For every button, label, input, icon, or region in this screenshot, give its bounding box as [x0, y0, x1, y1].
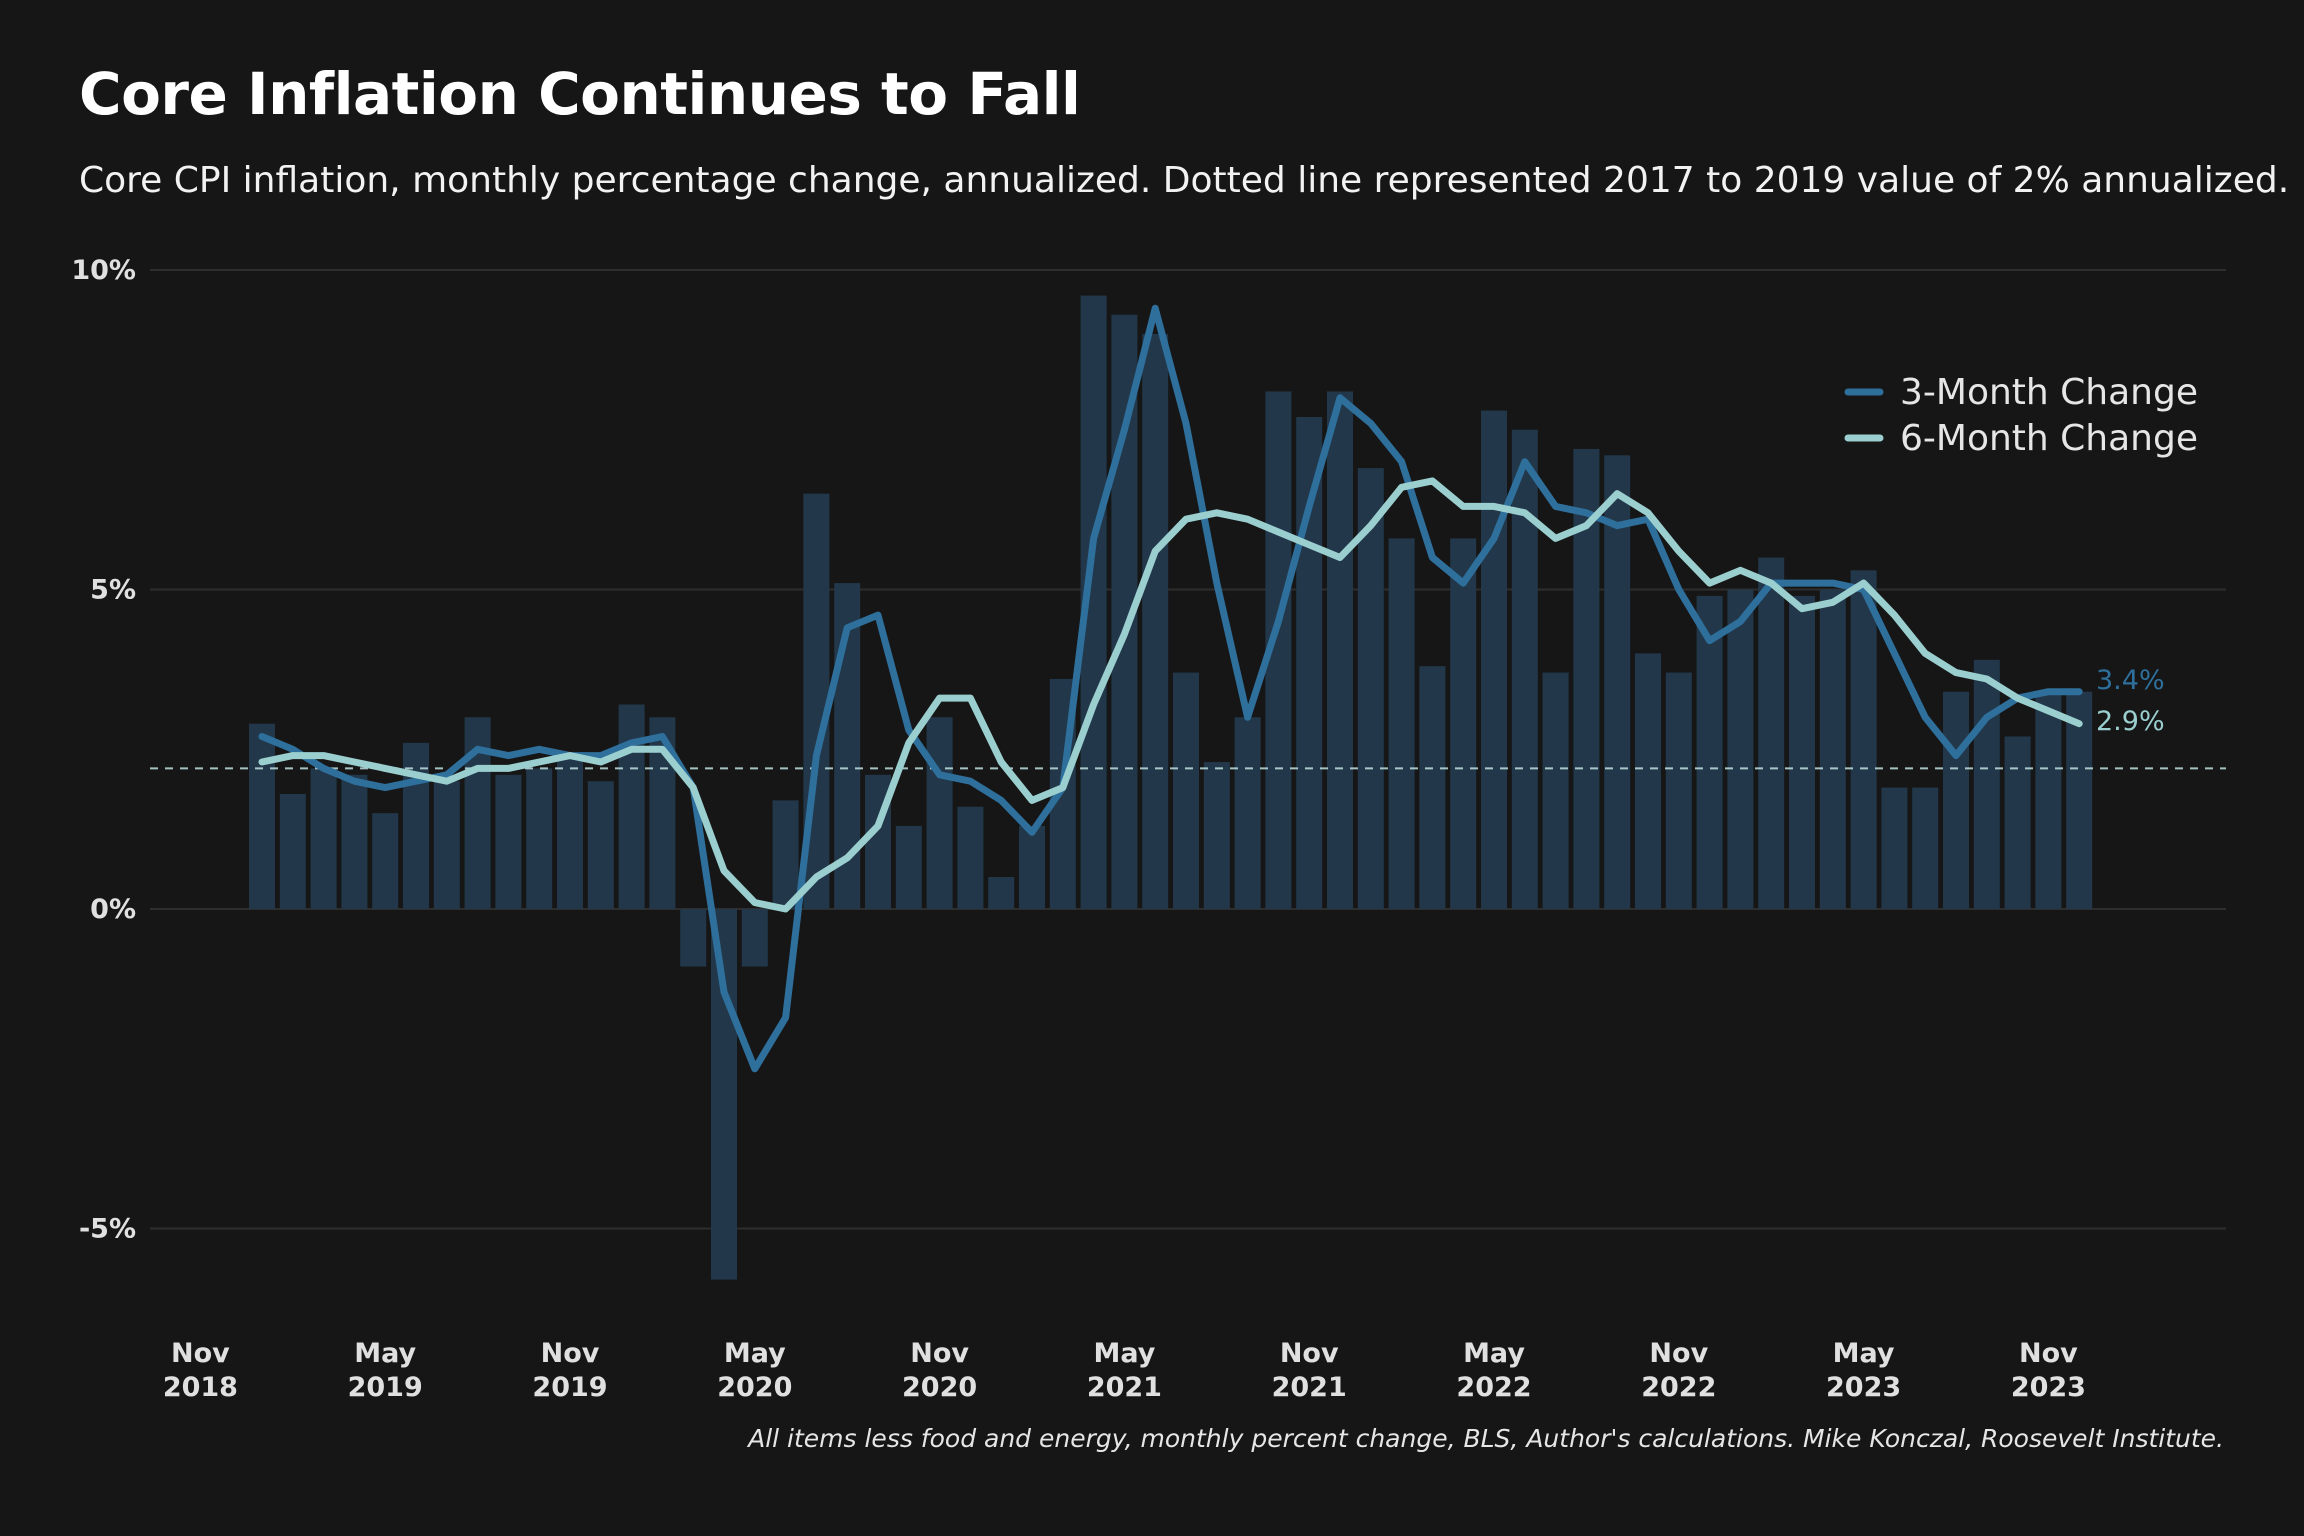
monthly-change-bar	[2035, 691, 2062, 909]
x-tick-label: Nov	[1280, 1338, 1339, 1369]
monthly-change-bar	[1511, 429, 1538, 909]
y-tick-label: 10%	[71, 255, 136, 286]
monthly-change-bar	[1481, 410, 1507, 909]
monthly-change-bar	[1881, 787, 1908, 909]
chart-source-note: All items less food and energy, monthly …	[748, 1424, 2224, 1453]
x-tick-label: 2021	[1272, 1372, 1347, 1403]
monthly-change-bar	[557, 755, 583, 909]
x-tick-label: 2020	[717, 1372, 792, 1403]
x-tick-label: May	[724, 1338, 786, 1369]
monthly-change-bar	[2066, 691, 2093, 909]
y-axis-ticks: 10% 5% 0% -5%	[71, 255, 136, 1245]
monthly-change-bar	[1296, 416, 1323, 909]
x-tick-label: Nov	[171, 1338, 230, 1369]
monthly-change-bar	[433, 781, 460, 909]
monthly-change-bar	[1019, 825, 1045, 909]
monthly-change-bar	[587, 781, 614, 909]
monthly-change-bar	[926, 717, 953, 909]
monthly-change-bar	[1943, 691, 1969, 909]
monthly-change-bar	[772, 800, 799, 909]
y-tick-label: 0%	[90, 894, 136, 925]
monthly-change-bar	[1696, 595, 1723, 909]
x-tick-label: Nov	[910, 1338, 969, 1369]
monthly-change-bar	[711, 909, 737, 1280]
y-tick-label: -5%	[79, 1214, 136, 1245]
monthly-change-bar	[526, 768, 553, 909]
monthly-change-bar	[1604, 455, 1631, 909]
x-tick-label: Nov	[1649, 1338, 1708, 1369]
monthly-change-bar	[1542, 672, 1569, 909]
x-tick-label: 2019	[348, 1372, 423, 1403]
monthly-change-bar	[895, 825, 922, 909]
x-tick-label: May	[1093, 1338, 1155, 1369]
monthly-change-bar	[1789, 595, 1815, 909]
legend-label: 6-Month Change	[1900, 418, 2198, 459]
monthly-bars	[249, 295, 2093, 1280]
x-tick-label: Nov	[2019, 1338, 2078, 1369]
monthly-change-bar	[741, 909, 768, 967]
monthly-change-bar	[1665, 672, 1692, 909]
monthly-change-bar	[2004, 736, 2031, 909]
monthly-change-bar	[1357, 468, 1384, 909]
monthly-change-bar	[988, 877, 1015, 909]
series-end-label: 3.4%	[2096, 665, 2165, 696]
monthly-change-bar	[1173, 672, 1199, 909]
x-tick-label: 2022	[1641, 1372, 1716, 1403]
monthly-change-bar	[1912, 787, 1939, 909]
legend-label: 3-Month Change	[1900, 372, 2198, 413]
chart-subtitle: Core CPI inflation, monthly percentage c…	[79, 160, 2290, 201]
monthly-change-bar	[249, 723, 275, 909]
x-tick-label: 2019	[532, 1372, 607, 1403]
monthly-change-bar	[1234, 717, 1261, 909]
monthly-change-bar	[1419, 666, 1446, 909]
monthly-change-bar	[495, 774, 522, 909]
series-line-2	[258, 477, 2083, 913]
monthly-change-bar	[1142, 333, 1169, 909]
monthly-change-bar	[1758, 557, 1785, 909]
series-end-label: 2.9%	[2096, 706, 2165, 737]
y-tick-label: 5%	[90, 575, 136, 606]
x-tick-label: 2022	[1456, 1372, 1531, 1403]
x-tick-label: 2018	[163, 1372, 238, 1403]
x-axis-ticks: Nov2018May2019Nov2019May2020Nov2020May20…	[163, 1338, 2086, 1403]
series-lines	[258, 304, 2083, 1073]
monthly-change-bar	[1727, 589, 1754, 909]
monthly-change-bar	[618, 704, 645, 909]
x-tick-label: May	[1833, 1338, 1895, 1369]
monthly-change-bar	[1450, 538, 1477, 909]
monthly-change-bar	[1973, 659, 2000, 909]
monthly-change-bar	[310, 768, 337, 909]
x-tick-label: 2023	[1826, 1372, 1901, 1403]
end-labels: 3.4% 2.9%	[2096, 665, 2165, 737]
legend: 3-Month Change 6-Month Change	[1844, 372, 2198, 459]
x-tick-label: 2021	[1087, 1372, 1162, 1403]
chart-title: Core Inflation Continues to Fall	[79, 60, 1081, 128]
x-tick-label: 2023	[2011, 1372, 2086, 1403]
x-tick-label: May	[1463, 1338, 1525, 1369]
monthly-change-bar	[341, 774, 368, 909]
monthly-change-bar	[1388, 538, 1415, 909]
monthly-change-bar	[680, 909, 707, 967]
monthly-change-bar	[279, 793, 306, 909]
monthly-change-bar	[957, 806, 984, 909]
x-tick-label: May	[354, 1338, 416, 1369]
monthly-change-bar	[1635, 653, 1661, 909]
x-tick-label: Nov	[541, 1338, 600, 1369]
x-tick-label: 2020	[902, 1372, 977, 1403]
monthly-change-bar	[1327, 391, 1353, 909]
monthly-change-bar	[372, 813, 399, 909]
monthly-change-bar	[1819, 589, 1846, 909]
monthly-change-bar	[1850, 570, 1877, 909]
monthly-change-bar	[1203, 762, 1230, 909]
